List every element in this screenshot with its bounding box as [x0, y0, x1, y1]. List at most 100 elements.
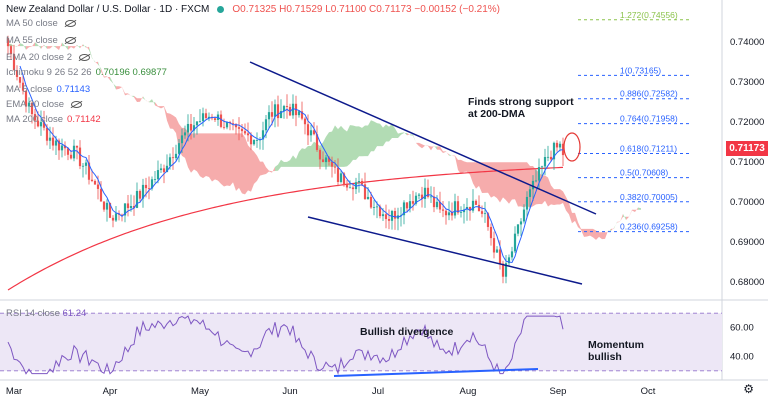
- ichimoku-cloud-segment: [233, 133, 236, 191]
- ichimoku-cloud-segment: [614, 221, 617, 229]
- ichimoku-cloud-segment: [29, 46, 32, 48]
- ichimoku-cloud-segment: [632, 209, 635, 212]
- ichimoku-cloud-segment: [542, 175, 545, 205]
- ichimoku-cloud-segment: [626, 216, 629, 220]
- hidden-eye-icon[interactable]: [64, 20, 76, 27]
- ichimoku-cloud-segment: [290, 155, 293, 167]
- candle-body: [189, 123, 193, 131]
- candle-body: [42, 122, 46, 128]
- time-tick-label: Oct: [641, 386, 656, 397]
- indicator-ma50[interactable]: MA 50 close: [6, 18, 76, 29]
- ichimoku-cloud-segment: [464, 161, 467, 172]
- ichimoku-cloud-segment: [248, 145, 251, 192]
- indicator-ma55[interactable]: MA 55 close: [6, 35, 76, 46]
- ichimoku-cloud-segment: [332, 125, 335, 167]
- candle-body: [237, 127, 241, 129]
- indicator-ema20[interactable]: EMA 20 close 2: [6, 52, 91, 63]
- ichimoku-cloud-segment: [104, 76, 107, 78]
- ichimoku-cloud-segment: [215, 133, 218, 181]
- hidden-eye-icon[interactable]: [64, 37, 76, 44]
- last-price-tag: 0.71173: [726, 141, 768, 156]
- candle-body: [174, 153, 178, 159]
- ichimoku-cloud-segment: [128, 93, 131, 96]
- ichimoku-cloud-segment: [596, 230, 599, 240]
- candle-body: [78, 147, 82, 167]
- candle-body: [381, 214, 385, 217]
- ichimoku-cloud-segment: [113, 82, 116, 90]
- candle-body: [297, 111, 301, 116]
- ichimoku-cloud-segment: [185, 127, 188, 168]
- ichimoku-cloud-segment: [299, 148, 302, 167]
- indicator-label: MA 50 close: [6, 18, 58, 29]
- ichimoku-cloud-segment: [467, 162, 470, 175]
- ichimoku-cloud-segment: [368, 120, 371, 157]
- ichimoku-cloud-segment: [374, 121, 377, 152]
- indicator-ma5[interactable]: MA 5 close 0.71143: [6, 84, 90, 95]
- candle-body: [108, 202, 112, 218]
- ichimoku-cloud-segment: [98, 61, 101, 71]
- ichimoku-cloud-segment: [197, 133, 200, 177]
- ichimoku-cloud-segment: [443, 151, 446, 153]
- indicator-ma200[interactable]: MA 200 close 0.71142: [6, 114, 101, 125]
- candle-body: [387, 219, 391, 221]
- candle-body: [432, 196, 436, 208]
- candle-body: [270, 112, 274, 117]
- candle-body: [156, 170, 160, 180]
- ichimoku-cloud-segment: [158, 106, 161, 109]
- ichimoku-cloud-segment: [623, 213, 626, 220]
- symbol-title[interactable]: New Zealand Dollar / U.S. Dollar · 1D · …: [6, 4, 210, 15]
- fib-level-label: 0.886(0.72582): [620, 89, 678, 99]
- ichimoku-cloud-segment: [284, 161, 287, 167]
- ichimoku-cloud-segment: [146, 100, 149, 103]
- candle-body: [420, 194, 424, 200]
- candle-body: [291, 103, 295, 116]
- candle-body: [492, 238, 496, 253]
- ichimoku-cloud-segment: [47, 46, 50, 49]
- candle-body: [222, 126, 226, 128]
- candle-body: [150, 179, 154, 189]
- candle-body: [378, 206, 382, 217]
- ichimoku-cloud-segment: [482, 162, 485, 193]
- candle-body: [438, 201, 442, 210]
- time-tick-label: Aug: [460, 386, 477, 397]
- ichimoku-cloud-segment: [509, 162, 512, 204]
- indicator-ichimoku[interactable]: Ichimoku 9 26 52 26 0.70196 0.69877: [6, 67, 167, 78]
- candle-body: [285, 106, 289, 107]
- candle-body: [54, 140, 58, 146]
- ichimoku-cloud-segment: [218, 133, 221, 184]
- ichimoku-cloud-segment: [65, 46, 68, 50]
- candle-body: [552, 142, 556, 160]
- candle-body: [75, 145, 79, 148]
- ichimoku-cloud-segment: [242, 133, 245, 195]
- rsi-line: [7, 315, 564, 376]
- ichimoku-cloud-segment: [194, 133, 197, 172]
- candle-body: [402, 202, 406, 216]
- candle-body: [372, 207, 376, 208]
- settings-gear-icon[interactable]: ⚙: [743, 382, 754, 396]
- ichimoku-cloud-segment: [518, 162, 521, 207]
- ichimoku-cloud-segment: [209, 133, 212, 182]
- hidden-eye-icon[interactable]: [71, 101, 83, 108]
- ichimoku-cloud-segment: [422, 144, 425, 149]
- rsi-legend[interactable]: RSI 14 close 61.24: [6, 308, 86, 319]
- candle-body: [546, 156, 550, 158]
- ichimoku-cloud-segment: [272, 166, 275, 173]
- indicator-ema30[interactable]: EMA 30 close: [6, 99, 83, 110]
- candle-body: [195, 121, 199, 126]
- ichimoku-cloud-segment: [497, 162, 500, 203]
- candle-body: [267, 112, 271, 120]
- ichimoku-cloud-segment: [359, 126, 362, 157]
- price-tick-label: 0.72000: [730, 117, 764, 128]
- candle-body: [483, 213, 487, 215]
- ichimoku-cloud-segment: [500, 162, 503, 203]
- candle-body: [264, 119, 268, 131]
- ichimoku-cloud-segment: [143, 96, 146, 101]
- candle-body: [480, 211, 484, 214]
- ichimoku-cloud-segment: [203, 133, 206, 179]
- ichimoku-cloud-segment: [224, 133, 227, 187]
- price-tick-label: 0.74000: [730, 37, 764, 48]
- ichimoku-cloud-segment: [431, 145, 434, 151]
- support-highlight-circle: [563, 132, 581, 162]
- hidden-eye-icon[interactable]: [79, 54, 91, 61]
